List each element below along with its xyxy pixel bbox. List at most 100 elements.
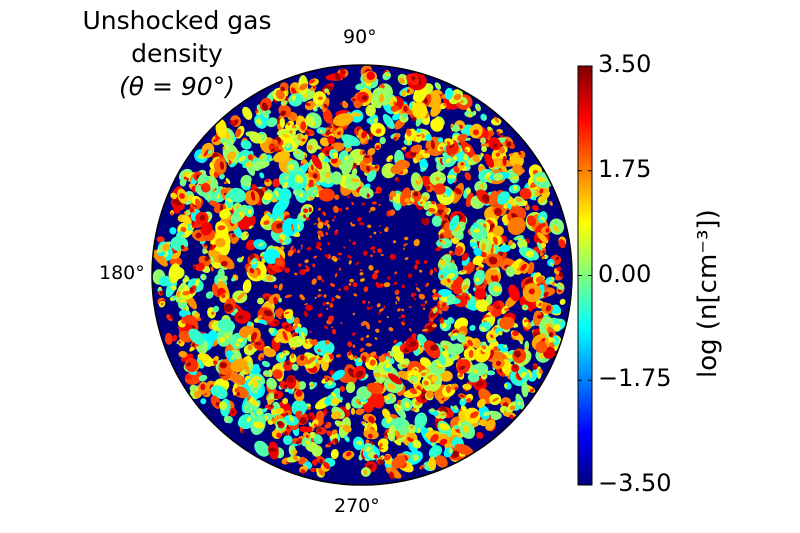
density-clump bbox=[269, 158, 274, 161]
density-clump bbox=[390, 163, 404, 175]
density-clump bbox=[186, 362, 192, 367]
density-clump bbox=[541, 255, 546, 260]
density-clump bbox=[272, 369, 283, 380]
density-clump bbox=[367, 147, 376, 156]
density-clump bbox=[368, 433, 373, 439]
density-clump bbox=[543, 291, 549, 297]
density-clump bbox=[331, 429, 338, 435]
density-clump bbox=[198, 374, 208, 382]
density-clump bbox=[466, 188, 471, 194]
density-clump bbox=[439, 239, 443, 242]
density-clump bbox=[328, 441, 332, 446]
density-clump bbox=[313, 106, 317, 110]
density-clump bbox=[489, 334, 494, 339]
density-clump bbox=[301, 138, 306, 142]
density-clump bbox=[431, 323, 438, 328]
density-clump bbox=[495, 152, 501, 157]
density-clump bbox=[379, 459, 384, 465]
density-clump bbox=[494, 207, 502, 216]
density-clump bbox=[325, 171, 331, 179]
density-clump bbox=[260, 256, 264, 259]
density-clump bbox=[318, 96, 323, 101]
density-clump bbox=[551, 281, 556, 286]
density-clump bbox=[384, 73, 390, 76]
density-clump bbox=[170, 315, 173, 319]
density-clump bbox=[238, 155, 246, 162]
density-clump bbox=[524, 346, 529, 350]
density-clump bbox=[513, 185, 518, 191]
density-clump bbox=[294, 150, 299, 155]
density-clump bbox=[246, 395, 251, 402]
density-clump bbox=[458, 410, 466, 422]
density-clump bbox=[414, 412, 428, 429]
density-clump bbox=[390, 105, 400, 112]
density-clump bbox=[383, 454, 391, 461]
density-clump bbox=[200, 383, 206, 391]
density-clump bbox=[181, 214, 192, 226]
density-clump bbox=[319, 129, 323, 134]
density-clump bbox=[430, 118, 444, 132]
density-clump bbox=[387, 383, 396, 390]
density-clump bbox=[194, 312, 200, 319]
density-clump bbox=[454, 187, 462, 195]
density-clump bbox=[329, 361, 332, 364]
density-clump bbox=[439, 370, 453, 382]
density-clump bbox=[467, 339, 474, 347]
density-clump bbox=[332, 152, 339, 159]
density-clump bbox=[437, 137, 444, 143]
density-clump bbox=[308, 182, 315, 188]
density-clump bbox=[205, 291, 214, 299]
density-clump bbox=[285, 412, 289, 416]
density-clump bbox=[492, 236, 498, 245]
density-clump bbox=[215, 237, 226, 248]
density-clump bbox=[499, 316, 515, 330]
density-clump bbox=[429, 211, 432, 215]
density-clump bbox=[282, 330, 288, 341]
density-clump bbox=[366, 165, 371, 172]
density-clump bbox=[347, 351, 352, 356]
density-clump bbox=[246, 416, 252, 423]
density-clump bbox=[524, 277, 535, 285]
density-clump bbox=[295, 410, 303, 417]
density-clump bbox=[249, 131, 262, 144]
density-clump bbox=[512, 330, 519, 337]
density-clump bbox=[255, 341, 262, 346]
density-clump bbox=[529, 388, 535, 393]
density-clump bbox=[505, 266, 516, 277]
density-clump bbox=[274, 336, 280, 343]
density-clump bbox=[450, 450, 461, 459]
density-clump bbox=[386, 358, 391, 363]
density-clump bbox=[389, 471, 395, 480]
density-clump bbox=[498, 331, 503, 336]
density-clump bbox=[278, 353, 284, 359]
density-clump bbox=[299, 83, 308, 91]
density-clump bbox=[256, 118, 262, 126]
density-clump bbox=[285, 361, 290, 366]
density-clump bbox=[326, 90, 331, 96]
density-clump bbox=[245, 245, 255, 251]
density-clump bbox=[434, 82, 442, 90]
density-clump bbox=[169, 227, 177, 235]
density-clump bbox=[361, 421, 366, 425]
density-clump bbox=[266, 275, 273, 282]
density-clump bbox=[428, 456, 437, 471]
density-clump bbox=[331, 369, 345, 381]
density-clump bbox=[313, 434, 323, 445]
density-clump bbox=[462, 383, 472, 391]
density-clump bbox=[282, 133, 289, 139]
density-clump bbox=[379, 456, 383, 460]
density-clump bbox=[516, 197, 523, 203]
density-clump bbox=[512, 163, 523, 176]
density-clump bbox=[430, 433, 439, 444]
density-clump bbox=[312, 173, 318, 179]
density-clump bbox=[291, 363, 299, 371]
colorbar-tick-label: 1.75 bbox=[598, 154, 652, 183]
density-clump bbox=[416, 128, 421, 134]
density-clump bbox=[184, 374, 192, 380]
density-clump bbox=[265, 295, 270, 301]
density-clump bbox=[274, 321, 279, 325]
density-clump bbox=[291, 449, 298, 455]
density-clump bbox=[466, 398, 472, 403]
